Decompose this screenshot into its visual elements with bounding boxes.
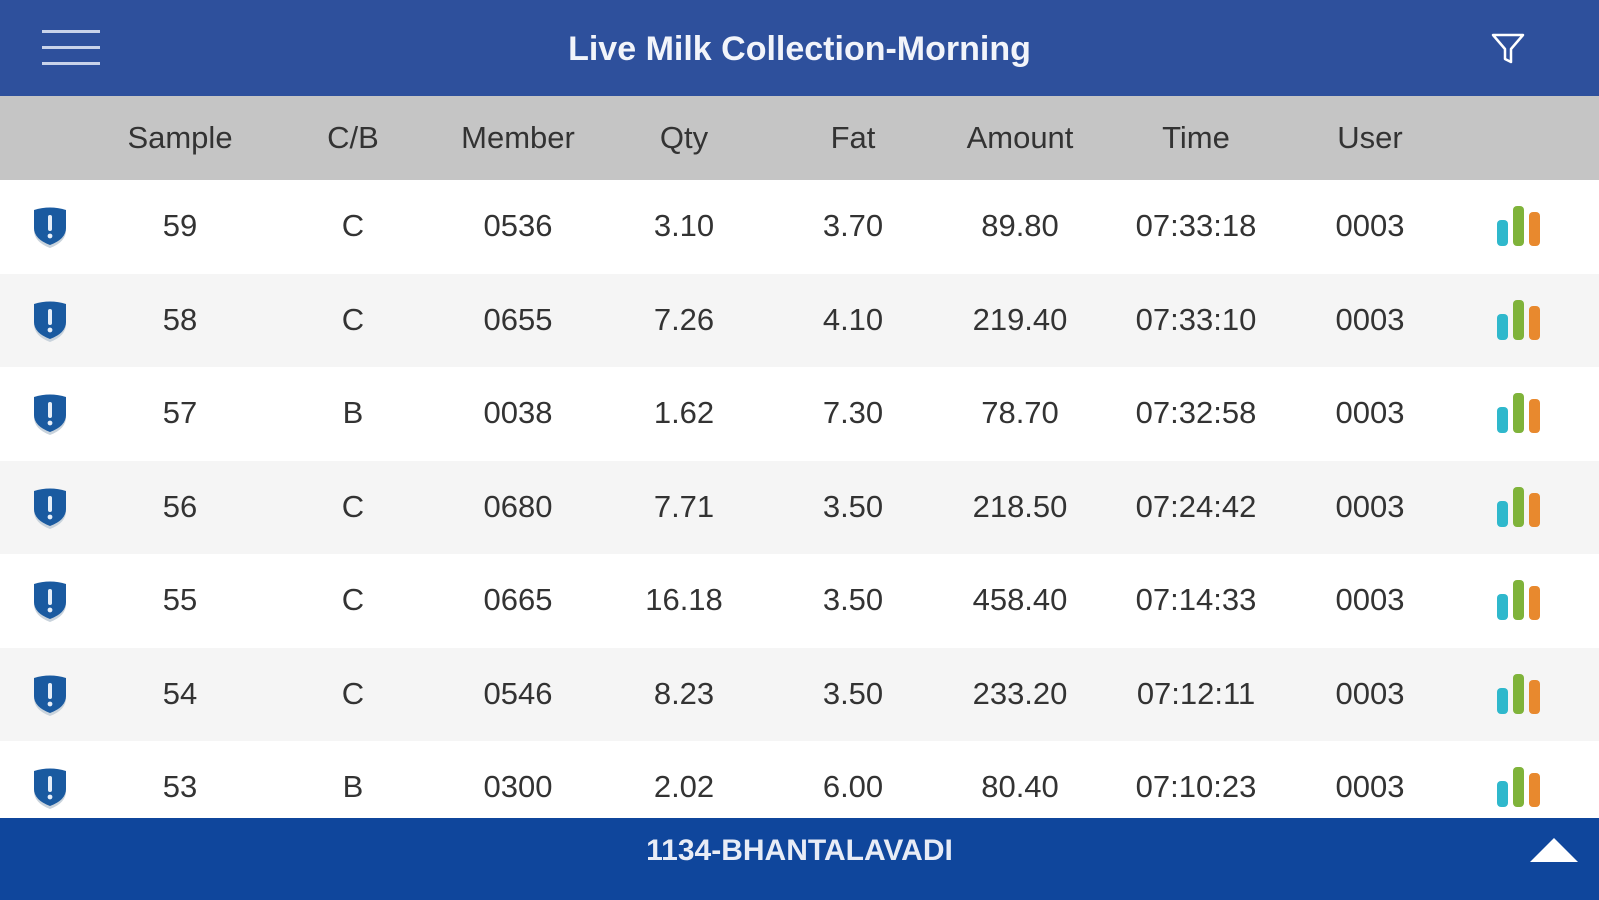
- table-row[interactable]: 54 C 0546 8.23 3.50 233.20 07:12:11 0003: [0, 647, 1599, 742]
- bar-chart-icon[interactable]: [1497, 578, 1543, 622]
- column-header-amount[interactable]: Amount: [966, 120, 1074, 155]
- cell-user: 0003: [1335, 582, 1405, 617]
- cell-member: 0546: [483, 675, 553, 711]
- cell-cb: C: [341, 488, 365, 524]
- cell-member: 0655: [483, 301, 553, 337]
- cell-time: 07:24:42: [1135, 488, 1257, 524]
- hamburger-menu-button[interactable]: [42, 28, 100, 68]
- cell-amount: 233.20: [972, 675, 1068, 711]
- cell-qty: 7.71: [653, 488, 715, 524]
- cell-qty: 1.62: [653, 395, 715, 430]
- cell-sample: 58: [162, 301, 198, 337]
- cell-user: 0003: [1335, 208, 1405, 243]
- cell-cb: C: [341, 301, 365, 337]
- cell-cb: C: [341, 675, 365, 711]
- table-row[interactable]: 55 C 0665 16.18 3.50 458.40 07:14:33 0003: [0, 554, 1599, 648]
- cell-fat: 4.10: [822, 301, 884, 337]
- cell-sample: 57: [162, 395, 198, 430]
- cell-user: 0003: [1335, 301, 1405, 337]
- cell-cb: C: [341, 208, 365, 243]
- shield-alert-icon[interactable]: [30, 393, 70, 437]
- app-header: Live Milk Collection-Morning: [0, 0, 1599, 96]
- cell-amount: 218.50: [972, 488, 1068, 524]
- cell-time: 07:32:58: [1135, 395, 1257, 430]
- cell-member: 0665: [483, 582, 553, 617]
- column-header-fat[interactable]: Fat: [830, 120, 876, 155]
- cell-time: 07:12:11: [1136, 675, 1256, 711]
- cell-fat: 3.70: [822, 208, 884, 243]
- cell-amount: 219.40: [972, 301, 1068, 337]
- column-header-cb[interactable]: C/B: [327, 120, 379, 155]
- cell-sample: 53: [162, 769, 198, 804]
- cell-qty: 8.23: [653, 675, 715, 711]
- cell-fat: 6.00: [822, 769, 884, 804]
- cell-member: 0038: [483, 395, 553, 430]
- cell-cb: B: [342, 395, 364, 430]
- shield-alert-icon[interactable]: [30, 206, 70, 250]
- cell-user: 0003: [1335, 769, 1405, 804]
- cell-qty: 16.18: [645, 582, 723, 617]
- cell-amount: 458.40: [972, 582, 1068, 617]
- page-title: Live Milk Collection-Morning: [568, 30, 1031, 68]
- column-header-time[interactable]: Time: [1162, 120, 1230, 155]
- cell-fat: 3.50: [822, 488, 884, 524]
- cell-amount: 89.80: [981, 208, 1059, 243]
- cell-user: 0003: [1335, 395, 1405, 430]
- cell-member: 0300: [483, 769, 553, 804]
- cell-fat: 3.50: [822, 582, 884, 617]
- bar-chart-icon[interactable]: [1497, 391, 1543, 435]
- cell-cb: B: [342, 769, 364, 804]
- bar-chart-icon[interactable]: [1497, 298, 1543, 342]
- shield-alert-icon[interactable]: [30, 767, 70, 811]
- column-header-user[interactable]: User: [1337, 120, 1403, 155]
- bar-chart-icon[interactable]: [1497, 485, 1543, 529]
- column-header-qty[interactable]: Qty: [659, 120, 709, 155]
- cell-sample: 59: [162, 208, 198, 243]
- shield-alert-icon[interactable]: [30, 300, 70, 344]
- column-header-member[interactable]: Member: [461, 120, 575, 155]
- cell-user: 0003: [1335, 675, 1405, 711]
- cell-sample: 55: [162, 582, 198, 617]
- cell-member: 0680: [483, 488, 553, 524]
- cell-time: 07:33:18: [1135, 208, 1257, 243]
- cell-fat: 7.30: [822, 395, 884, 430]
- bar-chart-icon[interactable]: [1497, 204, 1543, 248]
- cell-qty: 7.26: [653, 301, 715, 337]
- cell-sample: 54: [162, 675, 198, 711]
- table-row[interactable]: 59 C 0536 3.10 3.70 89.80 07:33:18 0003: [0, 180, 1599, 274]
- cell-cb: C: [341, 582, 365, 617]
- expand-up-icon[interactable]: [1530, 838, 1578, 862]
- cell-qty: 2.02: [653, 769, 715, 804]
- column-header-sample[interactable]: Sample: [127, 120, 233, 155]
- table-row[interactable]: 58 C 0655 7.26 4.10 219.40 07:33:10 0003: [0, 273, 1599, 368]
- shield-alert-icon[interactable]: [30, 674, 70, 718]
- cell-fat: 3.50: [822, 675, 884, 711]
- bar-chart-icon[interactable]: [1497, 765, 1543, 809]
- center-name: 1134-BHANTALAVADI: [646, 834, 953, 867]
- footer-bar: 1134-BHANTALAVADI: [0, 818, 1599, 900]
- table-row[interactable]: 57 B 0038 1.62 7.30 78.70 07:32:58 0003: [0, 367, 1599, 461]
- table-row[interactable]: 56 C 0680 7.71 3.50 218.50 07:24:42 0003: [0, 460, 1599, 555]
- cell-sample: 56: [162, 488, 198, 524]
- bar-chart-icon[interactable]: [1497, 672, 1543, 716]
- filter-icon[interactable]: [1490, 30, 1526, 66]
- shield-alert-icon[interactable]: [30, 487, 70, 531]
- cell-time: 07:33:10: [1135, 301, 1257, 337]
- cell-member: 0536: [483, 208, 553, 243]
- cell-amount: 78.70: [981, 395, 1059, 430]
- cell-time: 07:14:33: [1135, 582, 1257, 617]
- table-header: Sample C/B Member Qty Fat Amount Time User: [0, 96, 1599, 180]
- cell-amount: 80.40: [981, 769, 1059, 804]
- cell-qty: 3.10: [653, 208, 715, 243]
- cell-user: 0003: [1335, 488, 1405, 524]
- cell-time: 07:10:23: [1135, 769, 1257, 804]
- shield-alert-icon[interactable]: [30, 580, 70, 624]
